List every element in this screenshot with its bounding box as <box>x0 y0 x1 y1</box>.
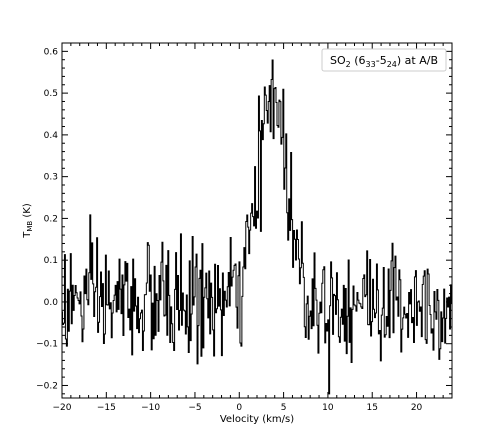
legend-sub-3: 24 <box>387 60 397 69</box>
legend-label: SO2 (633-524) at A/B <box>330 54 438 69</box>
x-tick-label: −20 <box>53 403 72 413</box>
y-axis-label: TMB (K) <box>22 203 34 239</box>
x-axis-label: Velocity (km/s) <box>220 414 294 425</box>
y-tick-label: 0.1 <box>44 256 58 266</box>
legend-tail: ) at A/B <box>397 54 438 67</box>
y-tick-label: −0.2 <box>36 381 58 391</box>
y-tick-label: −0.1 <box>36 340 58 350</box>
plot-area <box>61 59 453 395</box>
legend: SO2 (633-524) at A/B <box>321 48 447 72</box>
y-tick-label: 0.5 <box>44 89 58 99</box>
x-tick-label: 20 <box>411 403 423 413</box>
y-axis-ticks: −0.2 −0.1 0.0 0.1 0.2 0.3 0.4 0.5 0.6 <box>36 42 452 395</box>
legend-sub-2: 33 <box>366 60 376 69</box>
y-tick-label: 0.4 <box>44 131 59 141</box>
y-axis-label-unit: (K) <box>22 203 33 221</box>
legend-transition-open: (6 <box>351 54 366 67</box>
legend-sub-1: 2 <box>346 60 351 69</box>
x-tick-label: −5 <box>188 403 201 413</box>
legend-dash: -5 <box>376 54 387 67</box>
y-axis-label-sub: MB <box>26 221 34 232</box>
x-tick-label: 5 <box>281 403 287 413</box>
legend-molecule: SO <box>330 54 346 67</box>
spectrum-line <box>61 59 453 395</box>
y-axis-label-main: T <box>22 231 33 239</box>
x-tick-label: 10 <box>322 403 334 413</box>
x-tick-label: 15 <box>367 403 378 413</box>
x-tick-label: −10 <box>141 403 160 413</box>
y-tick-label: 0.0 <box>44 298 59 308</box>
x-tick-label: −15 <box>97 403 116 413</box>
y-tick-label: 0.2 <box>44 214 58 224</box>
x-tick-label: 0 <box>236 403 242 413</box>
y-tick-label: 0.3 <box>44 173 58 183</box>
x-axis-ticks: −20 −15 −10 −5 0 5 10 15 20 <box>53 43 453 413</box>
y-tick-label: 0.6 <box>44 47 59 57</box>
legend-box <box>321 48 447 72</box>
